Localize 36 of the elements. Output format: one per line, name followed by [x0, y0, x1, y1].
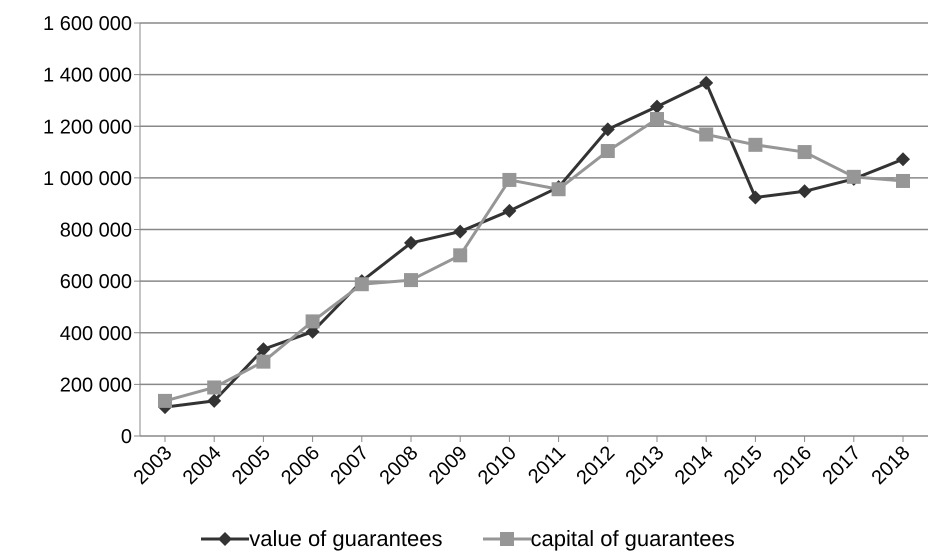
y-tick-label: 1 200 000	[43, 116, 132, 138]
legend-label: capital of guarantees	[530, 526, 735, 552]
point	[600, 144, 615, 158]
point	[207, 380, 222, 394]
y-tick-label: 1 000 000	[43, 168, 132, 190]
point	[896, 174, 910, 188]
point	[306, 314, 320, 328]
point	[600, 122, 615, 136]
y-tick-label: 200 000	[60, 374, 132, 396]
point	[453, 224, 468, 239]
point	[354, 277, 369, 292]
point	[404, 236, 418, 250]
point	[650, 100, 664, 114]
point	[256, 354, 270, 369]
point	[896, 152, 910, 166]
y-tick-label: 400 000	[60, 322, 132, 345]
legend-label: value of guarantees	[249, 526, 442, 552]
point	[158, 394, 172, 408]
y-tick-label: 0	[120, 426, 132, 448]
y-tick-label: 1 400 000	[43, 64, 132, 87]
point	[502, 204, 516, 218]
point	[502, 172, 516, 187]
point	[453, 248, 468, 262]
point	[798, 145, 812, 160]
point	[650, 112, 664, 126]
y-tick-label: 600 000	[60, 271, 132, 294]
point	[256, 342, 270, 356]
point	[748, 138, 762, 152]
point	[699, 128, 714, 142]
y-tick-label: 1 600 000	[43, 13, 132, 36]
point	[404, 273, 418, 288]
point	[207, 394, 222, 408]
point	[798, 184, 812, 198]
point	[699, 76, 714, 90]
y-tick-label: 800 000	[60, 220, 132, 242]
point	[748, 190, 762, 204]
